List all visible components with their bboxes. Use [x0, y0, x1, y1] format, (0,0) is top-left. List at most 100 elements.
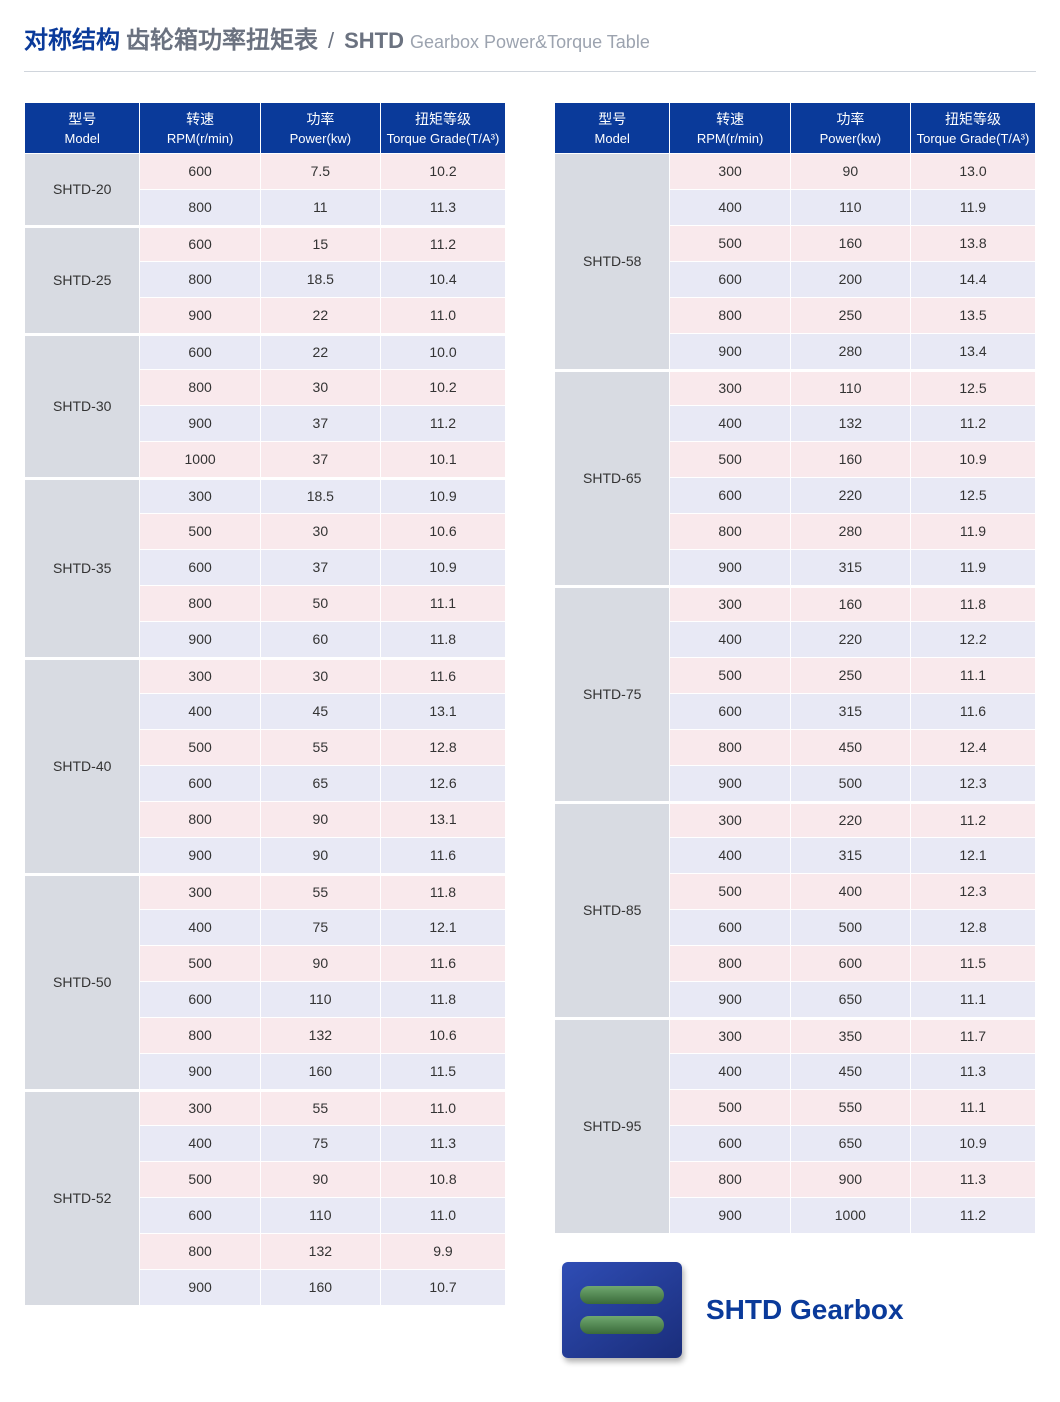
- power-cell: 30: [261, 658, 380, 693]
- rpm-cell: 900: [670, 334, 789, 369]
- power-cell: 50: [261, 586, 380, 621]
- model-cell: SHTD-52: [25, 1090, 139, 1305]
- tables-wrapper: 型号Model转速RPM(r/min)功率Power(kw)扭矩等级Torque…: [24, 102, 1036, 1362]
- col-header: 扭矩等级Torque Grade(T/A³): [381, 103, 505, 153]
- rpm-cell: 800: [140, 586, 259, 621]
- rpm-cell: 800: [140, 370, 259, 405]
- power-cell: 160: [791, 586, 910, 621]
- rpm-cell: 600: [140, 334, 259, 369]
- product-label: SHTD Gearbox: [706, 1294, 904, 1326]
- torque-cell: 11.8: [381, 982, 505, 1017]
- model-cell: SHTD-75: [555, 586, 669, 801]
- rpm-cell: 900: [670, 982, 789, 1017]
- power-cell: 22: [261, 298, 380, 333]
- torque-cell: 11.8: [381, 874, 505, 909]
- torque-cell: 11.7: [911, 1018, 1035, 1053]
- col-header: 转速RPM(r/min): [670, 103, 789, 153]
- model-cell: SHTD-65: [555, 370, 669, 585]
- torque-cell: 11.3: [911, 1162, 1035, 1197]
- torque-cell: 12.2: [911, 622, 1035, 657]
- torque-cell: 11.2: [381, 226, 505, 261]
- model-cell: SHTD-95: [555, 1018, 669, 1233]
- torque-cell: 10.1: [381, 442, 505, 477]
- power-cell: 132: [261, 1234, 380, 1269]
- rpm-cell: 300: [670, 370, 789, 405]
- power-cell: 160: [261, 1054, 380, 1089]
- power-cell: 11: [261, 190, 380, 225]
- rpm-cell: 900: [670, 766, 789, 801]
- power-cell: 450: [791, 730, 910, 765]
- torque-cell: 10.9: [381, 550, 505, 585]
- table-row: SHTD-403003011.6: [25, 658, 505, 693]
- power-cell: 55: [261, 874, 380, 909]
- table-row: SHTD-9530035011.7: [555, 1018, 1035, 1053]
- torque-cell: 11.5: [911, 946, 1035, 981]
- rpm-cell: 400: [670, 838, 789, 873]
- torque-cell: 11.9: [911, 550, 1035, 585]
- power-cell: 18.5: [261, 478, 380, 513]
- rpm-cell: 900: [140, 1270, 259, 1305]
- rpm-cell: 500: [670, 874, 789, 909]
- power-cell: 200: [791, 262, 910, 297]
- torque-cell: 11.1: [381, 586, 505, 621]
- rpm-cell: 300: [140, 478, 259, 513]
- torque-cell: 13.0: [911, 154, 1035, 189]
- torque-cell: 11.9: [911, 190, 1035, 225]
- torque-cell: 11.2: [911, 406, 1035, 441]
- power-cell: 550: [791, 1090, 910, 1125]
- torque-cell: 10.6: [381, 1018, 505, 1053]
- power-cell: 160: [261, 1270, 380, 1305]
- rpm-cell: 800: [140, 190, 259, 225]
- rpm-cell: 300: [670, 1018, 789, 1053]
- power-cell: 90: [261, 802, 380, 837]
- power-cell: 315: [791, 694, 910, 729]
- model-cell: SHTD-85: [555, 802, 669, 1017]
- power-cell: 160: [791, 442, 910, 477]
- model-cell: SHTD-35: [25, 478, 139, 657]
- power-cell: 500: [791, 910, 910, 945]
- power-cell: 315: [791, 838, 910, 873]
- rpm-cell: 400: [140, 910, 259, 945]
- rpm-cell: 300: [140, 874, 259, 909]
- torque-cell: 11.2: [911, 802, 1035, 837]
- torque-cell: 12.4: [911, 730, 1035, 765]
- power-cell: 220: [791, 802, 910, 837]
- power-cell: 132: [791, 406, 910, 441]
- model-cell: SHTD-40: [25, 658, 139, 873]
- rpm-cell: 800: [140, 1018, 259, 1053]
- torque-cell: 11.6: [381, 946, 505, 981]
- power-cell: 22: [261, 334, 380, 369]
- rpm-cell: 800: [670, 1162, 789, 1197]
- power-cell: 90: [261, 1162, 380, 1197]
- rpm-cell: 900: [140, 838, 259, 873]
- torque-cell: 14.4: [911, 262, 1035, 297]
- torque-cell: 10.9: [911, 442, 1035, 477]
- power-cell: 160: [791, 226, 910, 261]
- rpm-cell: 800: [670, 298, 789, 333]
- rpm-cell: 800: [140, 1234, 259, 1269]
- torque-cell: 10.6: [381, 514, 505, 549]
- power-cell: 18.5: [261, 262, 380, 297]
- rpm-cell: 500: [140, 946, 259, 981]
- col-header: 型号Model: [25, 103, 139, 153]
- rpm-cell: 800: [140, 262, 259, 297]
- torque-cell: 13.1: [381, 802, 505, 837]
- power-cell: 30: [261, 370, 380, 405]
- rpm-cell: 600: [670, 478, 789, 513]
- left-column: 型号Model转速RPM(r/min)功率Power(kw)扭矩等级Torque…: [24, 102, 506, 1306]
- power-cell: 75: [261, 910, 380, 945]
- torque-cell: 11.5: [381, 1054, 505, 1089]
- title-zh-rest: 齿轮箱功率扭矩表: [126, 20, 318, 55]
- torque-cell: 9.9: [381, 1234, 505, 1269]
- power-cell: 90: [261, 838, 380, 873]
- power-cell: 280: [791, 334, 910, 369]
- gearbox-table-left: 型号Model转速RPM(r/min)功率Power(kw)扭矩等级Torque…: [24, 102, 506, 1306]
- rpm-cell: 500: [670, 442, 789, 477]
- rpm-cell: 800: [670, 946, 789, 981]
- torque-cell: 11.1: [911, 1090, 1035, 1125]
- torque-cell: 12.5: [911, 478, 1035, 513]
- page-title-bar: 对称结构 齿轮箱功率扭矩表 / SHTD Gearbox Power&Torqu…: [24, 20, 1036, 72]
- torque-cell: 10.7: [381, 1270, 505, 1305]
- power-cell: 250: [791, 298, 910, 333]
- torque-cell: 10.0: [381, 334, 505, 369]
